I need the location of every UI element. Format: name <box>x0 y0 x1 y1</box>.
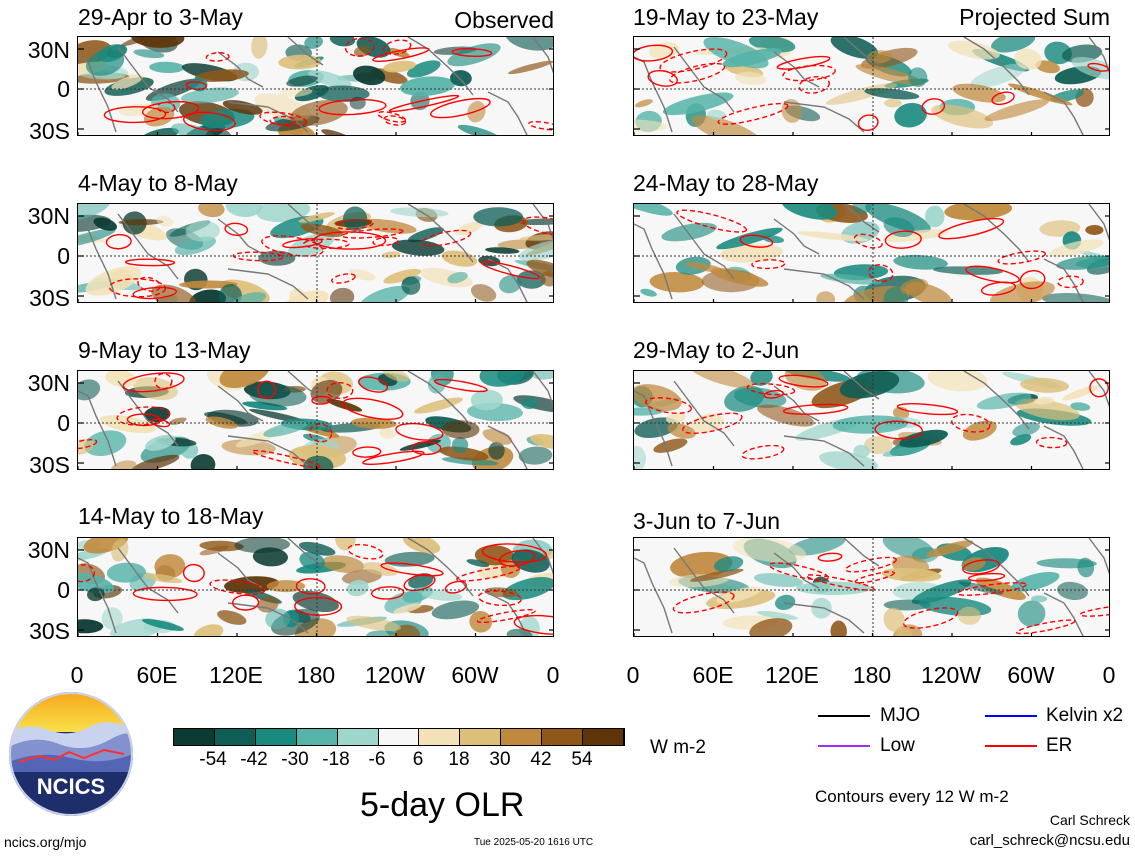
panel-title-l3: 9-May to 13-May <box>78 337 251 363</box>
logo-text: NCICS <box>37 774 105 799</box>
lon-label: 0 <box>1102 662 1116 688</box>
lat-30s: 30S <box>29 618 70 644</box>
lon-label: 120W <box>364 662 426 688</box>
contour-note: Contours every 12 W m-2 <box>815 787 1009 806</box>
lat-0: 0 <box>57 577 70 603</box>
lat-0: 0 <box>57 410 70 436</box>
panel-title-l1: 29-Apr to 3-May <box>78 4 243 30</box>
colorbar-tick-label: -18 <box>322 749 350 770</box>
legend-label-kelvin: Kelvin x2 <box>1046 705 1124 726</box>
lon-label: 120E <box>765 662 819 688</box>
colorbar-segment <box>501 729 543 745</box>
colorbar-segment <box>460 729 502 745</box>
legend-line-mjo <box>818 715 870 717</box>
legend-label-er: ER <box>1046 735 1073 756</box>
legend-label-low: Low <box>880 735 915 756</box>
map-panel-l1 <box>77 36 554 136</box>
colorbar-segment <box>255 729 297 745</box>
colorbar-segment <box>419 729 461 745</box>
lon-label: 0 <box>626 662 640 688</box>
projected-sum-label: Projected Sum <box>959 4 1110 30</box>
author-name: Carl Schreck <box>1049 812 1130 828</box>
lon-label: 0 <box>546 662 560 688</box>
map-panel-l3 <box>77 370 554 470</box>
lon-label: 0 <box>70 662 84 688</box>
colorbar-tick-label: 18 <box>448 749 470 770</box>
colorbar-segment <box>214 729 256 745</box>
lat-30n: 30N <box>27 537 70 563</box>
lat-0: 0 <box>57 243 70 269</box>
lon-label: 180 <box>296 662 336 688</box>
colorbar-segment <box>378 729 420 745</box>
lat-30s: 30S <box>29 285 70 311</box>
panel-title-r4: 3-Jun to 7-Jun <box>633 508 781 534</box>
colorbar-tick-label: 42 <box>530 749 552 770</box>
lat-0: 0 <box>57 76 70 102</box>
author-email[interactable]: carl_schreck@ncsu.edu <box>969 832 1130 849</box>
timestamp: Tue 2025-05-20 1616 UTC <box>474 837 594 848</box>
lon-label: 120W <box>920 662 982 688</box>
colorbar-segment <box>337 729 379 745</box>
colorbar-tick-label: 30 <box>489 749 511 770</box>
ncics-logo-icon: NCICS <box>9 692 133 816</box>
colorbar-segment <box>542 729 584 745</box>
legend-line-er <box>985 745 1037 747</box>
panel-title-r3: 29-May to 2-Jun <box>633 337 800 363</box>
panel-title-r1: 19-May to 23-May <box>633 4 819 30</box>
legend-line-low <box>818 745 870 747</box>
lon-label: 180 <box>852 662 892 688</box>
colorbar-segment <box>296 729 338 745</box>
colorbar-tick-label: -6 <box>368 749 386 770</box>
colorbar-tick-label: -42 <box>240 749 268 770</box>
site-link[interactable]: ncics.org/mjo <box>4 834 87 850</box>
colorbar-segment <box>583 729 624 745</box>
ncics-logo: NCICS <box>9 692 133 816</box>
map-panel-r2 <box>633 203 1110 303</box>
lon-label: 60W <box>451 662 499 688</box>
lon-label: 120E <box>209 662 263 688</box>
lat-30n: 30N <box>27 203 70 229</box>
map-panel-r3 <box>633 370 1110 470</box>
legend-label-mjo: MJO <box>880 705 921 726</box>
lon-label: 60E <box>692 662 734 688</box>
colorbar-unit: W m-2 <box>650 737 706 758</box>
colorbar-tick-label: -30 <box>281 749 309 770</box>
colorbar-tick-label: 6 <box>412 749 424 770</box>
legend-line-kelvin <box>985 715 1037 717</box>
map-panel-l2 <box>77 203 554 303</box>
lat-30n: 30N <box>27 370 70 396</box>
map-panel-l4 <box>77 537 554 637</box>
panel-title-l2: 4-May to 8-May <box>78 170 238 196</box>
observed-label: Observed <box>454 7 554 33</box>
colorbar-segment <box>174 729 215 745</box>
lon-label: 60W <box>1007 662 1055 688</box>
lat-30s: 30S <box>29 118 70 144</box>
panel-title-r2: 24-May to 28-May <box>633 170 819 196</box>
lat-30n: 30N <box>27 37 70 63</box>
colorbar-tick-label: -54 <box>199 749 227 770</box>
colorbar-tick-label: 54 <box>571 749 593 770</box>
panel-title-l4: 14-May to 18-May <box>78 503 264 529</box>
chart-title: 5-day OLR <box>360 786 525 824</box>
lon-label: 60E <box>136 662 178 688</box>
colorbar <box>173 728 625 746</box>
map-panel-r4 <box>633 537 1110 637</box>
lat-30s: 30S <box>29 452 70 478</box>
map-panel-r1 <box>633 36 1110 136</box>
